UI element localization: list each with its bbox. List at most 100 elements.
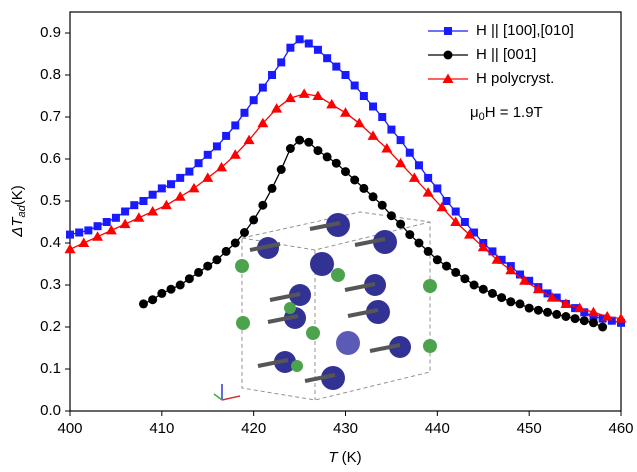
- y-label-unit: (K): [9, 185, 26, 205]
- x-tick-label: 420: [241, 420, 266, 437]
- data-point: [405, 148, 414, 157]
- y-tick-label: 0.4: [40, 234, 61, 251]
- data-point: [506, 297, 516, 307]
- y-tick-label: 0.8: [40, 66, 61, 83]
- data-point: [298, 88, 310, 98]
- data-point: [286, 43, 295, 52]
- data-point: [497, 255, 506, 264]
- data-point: [84, 226, 93, 235]
- data-point: [341, 167, 350, 177]
- data-point: [589, 312, 598, 321]
- data-point: [515, 270, 524, 279]
- crystal-inset: [213, 211, 437, 401]
- data-point: [433, 184, 442, 193]
- data-point: [525, 276, 534, 285]
- y-label-main: ΔT: [9, 216, 26, 238]
- data-point: [166, 284, 176, 294]
- data-point: [491, 254, 503, 264]
- legend-label: H || [100],[010]: [476, 22, 574, 39]
- data-point: [359, 92, 368, 100]
- data-point: [532, 283, 544, 294]
- data-point: [524, 303, 534, 313]
- data-point: [295, 135, 305, 145]
- data-point: [121, 207, 130, 216]
- data-point: [369, 102, 378, 111]
- legend-marker: [444, 27, 452, 35]
- data-point: [405, 230, 415, 240]
- data-point: [598, 322, 608, 332]
- y-label-sub: ad: [16, 204, 28, 217]
- data-point: [515, 299, 525, 309]
- data-point: [157, 288, 167, 298]
- data-point: [543, 289, 552, 298]
- data-point: [598, 314, 607, 323]
- data-point: [304, 39, 313, 48]
- data-point: [414, 161, 423, 170]
- data-point: [212, 142, 221, 151]
- data-point: [239, 228, 249, 237]
- data-point: [450, 216, 462, 226]
- data-point: [579, 316, 589, 326]
- data-point: [64, 243, 76, 254]
- data-point: [322, 152, 332, 162]
- data-point: [396, 136, 405, 145]
- data-point: [442, 261, 452, 271]
- data-point: [478, 284, 488, 294]
- data-point: [436, 201, 448, 212]
- data-point: [133, 212, 145, 222]
- data-point: [105, 224, 117, 235]
- data-point: [174, 191, 186, 201]
- data-point: [408, 172, 420, 182]
- data-point: [571, 304, 580, 313]
- data-point: [460, 274, 470, 284]
- x-tick-label: 410: [149, 420, 174, 437]
- data-point: [332, 62, 341, 71]
- data-point: [271, 103, 283, 113]
- y-tick-label: 0.3: [40, 276, 61, 293]
- data-point: [102, 218, 111, 226]
- data-point: [230, 238, 240, 248]
- data-point: [222, 131, 231, 140]
- data-point: [432, 255, 442, 265]
- data-point: [285, 144, 295, 153]
- data-point: [442, 197, 451, 205]
- data-point: [387, 125, 396, 134]
- x-axis-label: T (K): [328, 449, 361, 466]
- data-point: [188, 182, 200, 193]
- data-point: [221, 246, 231, 256]
- data-point: [377, 200, 387, 210]
- x-label-unit: (K): [342, 449, 362, 466]
- data-point: [414, 238, 424, 248]
- data-point: [519, 275, 531, 285]
- data-point: [587, 306, 599, 317]
- data-point: [249, 96, 258, 105]
- y-tick-label: 0.2: [40, 318, 61, 335]
- data-point: [543, 307, 553, 317]
- data-point: [570, 314, 580, 324]
- data-point: [157, 184, 166, 193]
- data-point: [267, 183, 277, 193]
- data-point: [240, 108, 249, 117]
- data-point: [313, 146, 323, 156]
- data-point: [560, 298, 572, 308]
- data-point: [75, 228, 84, 237]
- data-point: [202, 172, 214, 182]
- data-point: [350, 81, 359, 90]
- data-point: [378, 113, 387, 121]
- data-point: [615, 313, 627, 323]
- annotation-pre: μ: [470, 104, 479, 121]
- data-point: [381, 143, 393, 153]
- data-point: [313, 45, 322, 54]
- data-point: [258, 83, 267, 92]
- spin-arrows: [249, 221, 401, 383]
- data-point: [497, 293, 507, 303]
- data-point: [148, 295, 158, 305]
- data-point: [257, 117, 269, 128]
- data-point: [469, 280, 479, 290]
- data-point: [326, 98, 338, 109]
- data-point: [617, 318, 625, 327]
- data-point: [607, 316, 616, 325]
- legend-label: H polycryst.: [476, 70, 554, 87]
- data-point: [184, 274, 194, 284]
- data-point: [396, 219, 406, 229]
